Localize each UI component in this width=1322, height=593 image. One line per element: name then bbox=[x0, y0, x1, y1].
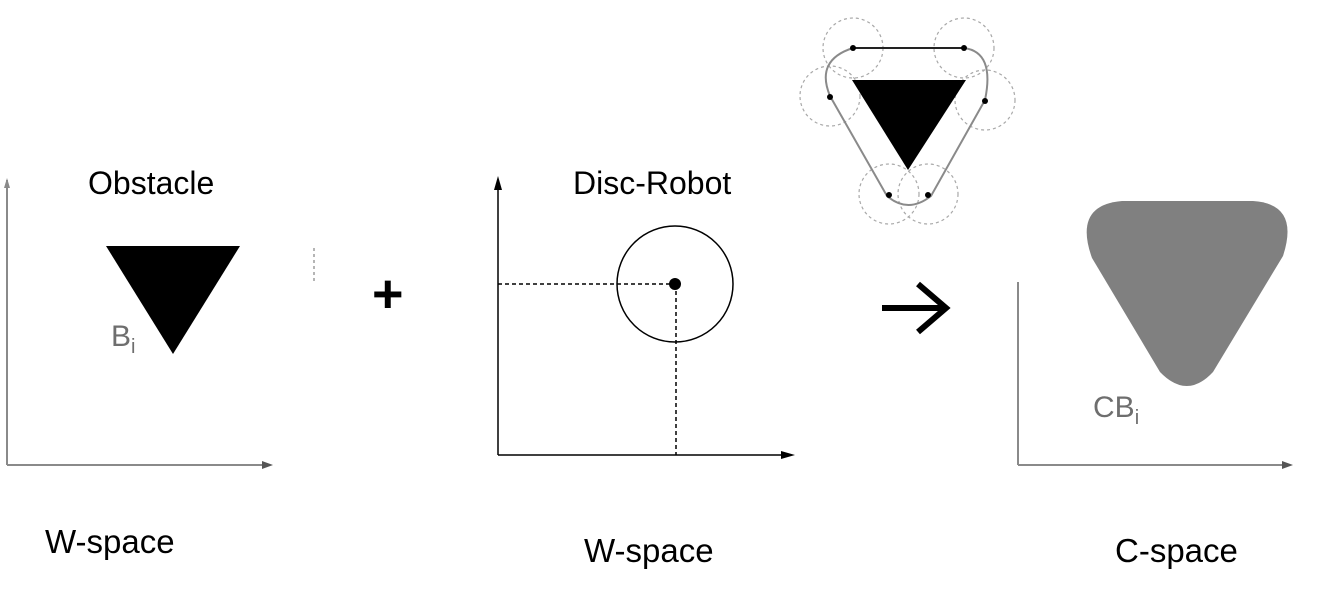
vertex-dot bbox=[961, 45, 967, 51]
robot-x-arrowhead bbox=[781, 451, 795, 459]
robot-title: Disc-Robot bbox=[573, 165, 732, 201]
sweep-disc bbox=[799, 65, 861, 127]
swept-outline bbox=[824, 47, 989, 206]
sweep-disc bbox=[954, 69, 1016, 131]
cspace-obstacle bbox=[1086, 201, 1288, 386]
obstacle-symbol: Bi bbox=[111, 320, 135, 359]
obstacle-title: Obstacle bbox=[88, 165, 215, 201]
sweep-disc bbox=[897, 163, 959, 225]
cspace-space-label: C-space bbox=[1115, 532, 1238, 569]
vertex-dot bbox=[827, 94, 833, 100]
disc-robot-center bbox=[669, 278, 681, 290]
arrow-head bbox=[916, 281, 951, 335]
sweep-disc bbox=[858, 163, 920, 225]
vertex-dot bbox=[925, 192, 931, 198]
disc-robot-circle bbox=[616, 225, 734, 343]
vertex-dot bbox=[982, 98, 988, 104]
robot-y-arrowhead bbox=[494, 176, 502, 190]
cspace-x-arrowhead bbox=[1282, 461, 1293, 469]
vertex-dot bbox=[850, 45, 856, 51]
obstacle-symbol-sub: i bbox=[131, 336, 136, 358]
obstacle-symbol-main: B bbox=[111, 320, 132, 353]
obstacle-y-arrowhead bbox=[4, 178, 10, 188]
sweep-disc bbox=[933, 17, 995, 79]
cspace-symbol-main: CB bbox=[1093, 391, 1135, 424]
obstacle-space-label: W-space bbox=[45, 523, 175, 560]
vertex-dot bbox=[886, 192, 892, 198]
cspace-symbol: CBi bbox=[1093, 391, 1139, 430]
vertex-dots bbox=[827, 45, 988, 198]
obstacle-x-arrowhead bbox=[262, 461, 273, 469]
cspace-symbol-sub: i bbox=[1134, 407, 1140, 429]
obstacle-triangle bbox=[106, 246, 240, 354]
construction-triangle bbox=[852, 80, 966, 170]
plus-operator: + bbox=[372, 264, 404, 324]
robot-space-label: W-space bbox=[584, 532, 714, 569]
